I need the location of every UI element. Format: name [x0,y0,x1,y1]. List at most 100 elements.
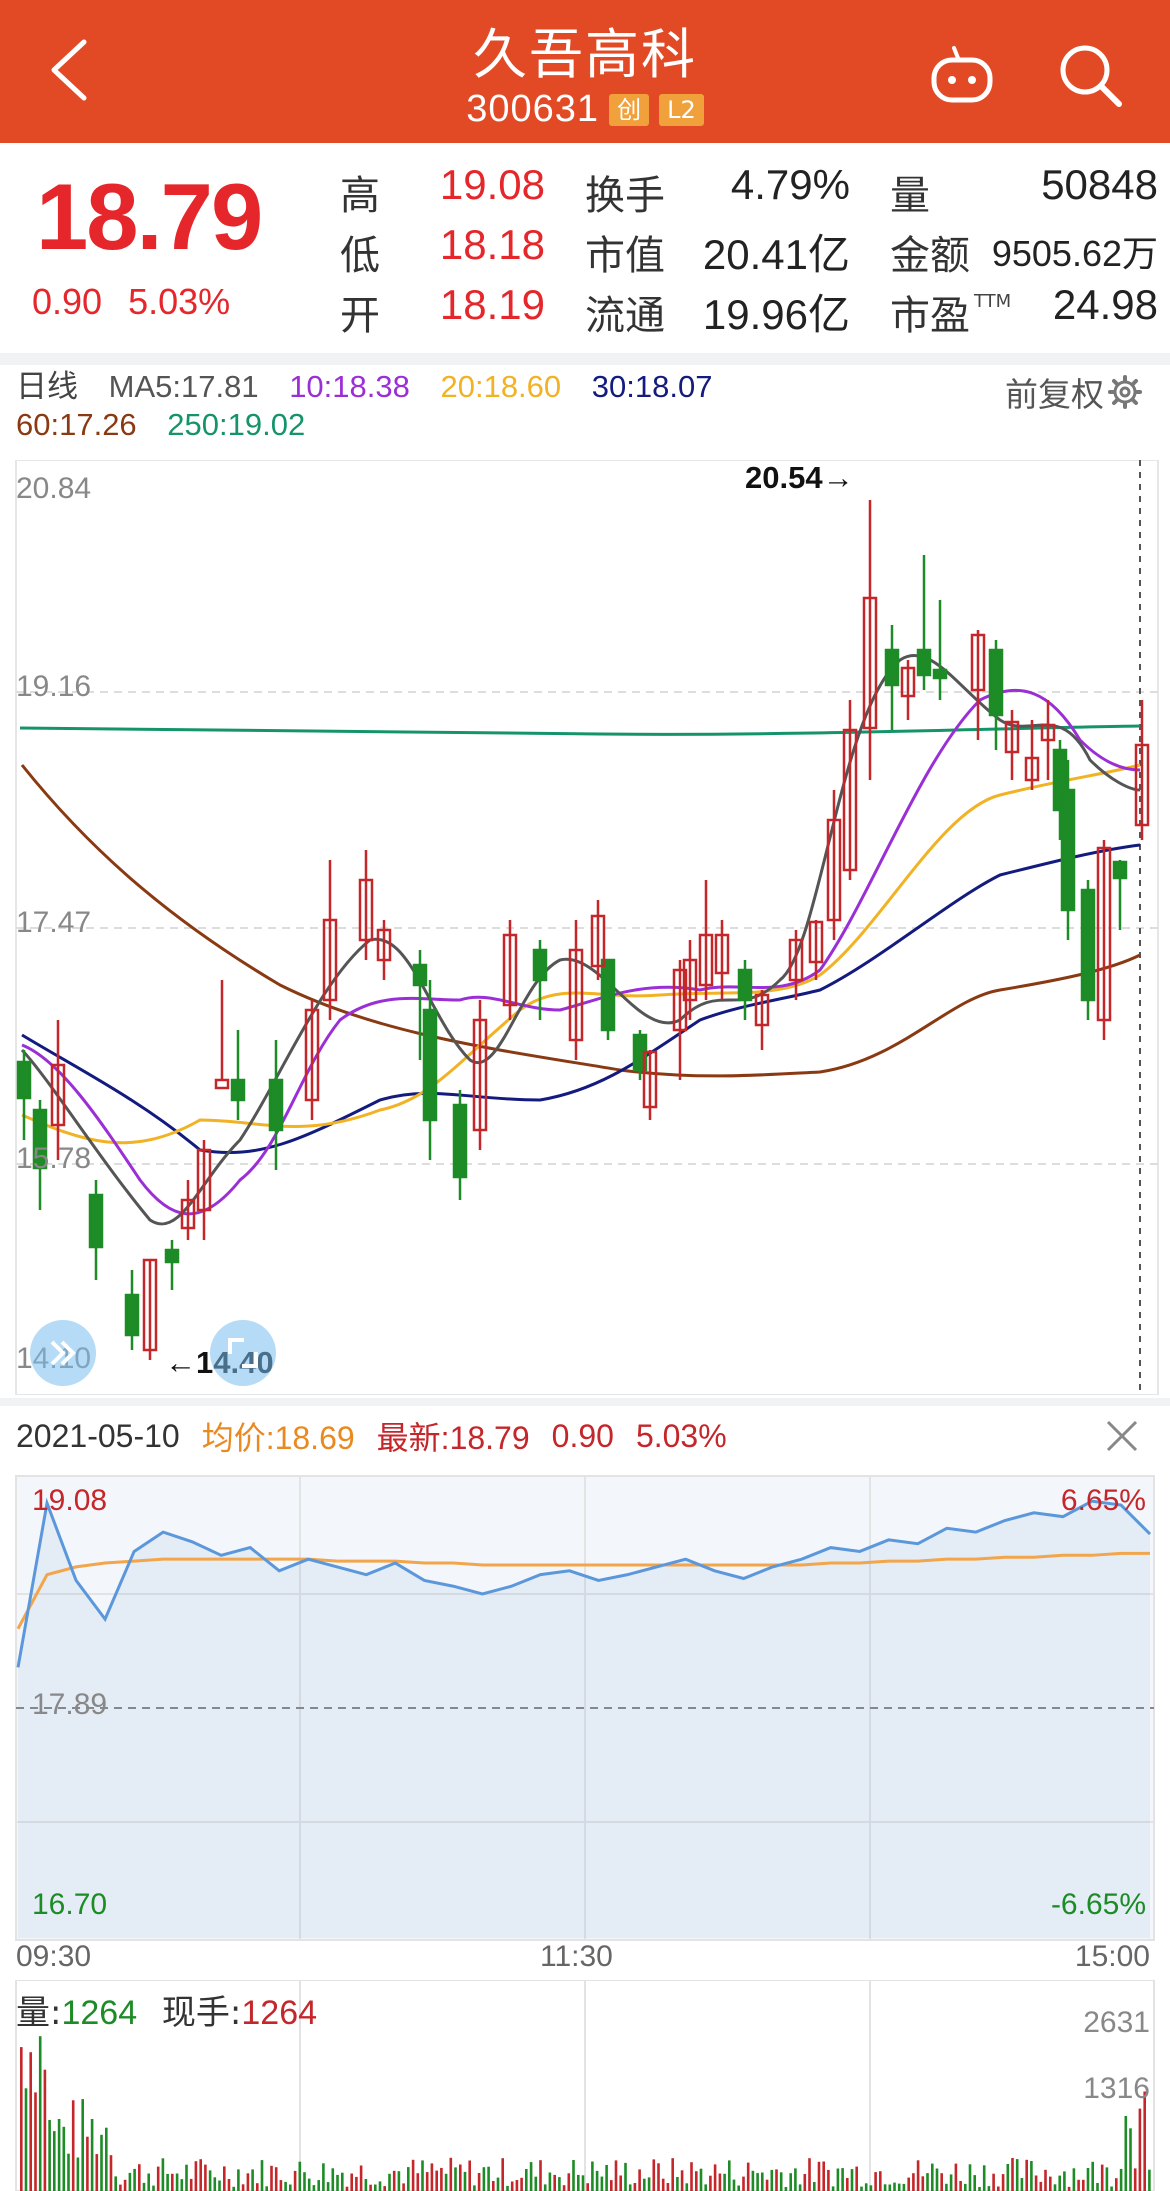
volume-bar [742,2176,745,2191]
volume-bar [1086,2168,1090,2191]
chinext-tag: 创 [609,93,650,126]
volume-bar [477,2173,481,2191]
volume-bar [695,2171,698,2191]
close-icon[interactable] [1104,1418,1140,1454]
volume-header: 量:1264 现手:1264 [16,1985,317,2034]
volume-bar [194,2161,198,2191]
time-open: 09:30 [16,1940,92,1973]
volume-bar [430,2163,434,2191]
amount-value: 9505.62万 [991,233,1158,274]
volume-bar [643,2178,646,2191]
volume-bar [897,2183,901,2191]
change-percent: 5.03% [128,281,231,322]
volume-bar [454,2167,457,2191]
y-tick-2: 19.16 [16,670,92,703]
quote-panel: 18.79 0.90 5.03% 高 19.08 换手 4.79% 量 5084… [0,143,1170,353]
volume-bars [20,2036,1151,2191]
market-cap-label: 市值 [585,233,665,279]
volume-bar [813,2182,816,2191]
volume-bar [1119,2168,1123,2191]
volume-bar [1143,2091,1146,2191]
volume-bar [38,2036,42,2191]
volume-bar [841,2168,844,2191]
volume-bar [751,2170,755,2191]
volume-bar [572,2160,575,2191]
double-chevron-icon [50,1340,76,1366]
float-cap-value: 19.96亿 [702,291,850,338]
volume-bar [147,2173,150,2191]
section-divider [0,353,1170,365]
kline-chart[interactable]: 20.84 19.16 17.47 15.78 14.10 20.54→ ←14… [0,460,1170,1395]
volume-bar [633,2183,637,2191]
volume-label: 量 [890,173,930,219]
volume-bar [709,2175,712,2191]
volume-chart[interactable]: 2631 1316 [0,1979,1170,2191]
ma10-label: 10:18.38 [289,369,410,404]
volume-bar [369,2184,372,2191]
volume-bar [71,2100,75,2191]
volume-bar [1025,2159,1028,2191]
volume-bar [161,2158,165,2191]
robot-assistant-icon[interactable] [928,40,996,110]
volume-bar [931,2163,934,2191]
volume-bar [303,2172,306,2191]
latest-change: 0.90 [551,1417,614,1454]
volume-bar [180,2179,184,2191]
volume-bar [605,2165,608,2191]
volume-bar [1001,2174,1005,2191]
adjust-button[interactable]: 前复权 [1005,368,1142,416]
period-label[interactable]: 日线 [16,369,78,405]
expand-arrows-button[interactable] [30,1320,96,1386]
volume-bar [1011,2158,1014,2191]
volume-bar [487,2166,490,2191]
volume-bar [1058,2175,1061,2191]
volume-bar [256,2183,259,2191]
market-cap-value: 20.41亿 [702,231,850,278]
volume-bar [345,2186,349,2191]
volume-bar [402,2183,405,2191]
volume-bar [67,2153,70,2191]
volume-bar [492,2181,495,2191]
volume-bar [48,2120,51,2191]
volume-bar [515,2180,519,2191]
volume-bar [208,2170,212,2191]
volume-bar [666,2183,670,2191]
volume-bar [34,2092,37,2191]
volume-bar [1063,2171,1066,2191]
volume-bar [737,2185,740,2191]
volume-bar [803,2174,807,2191]
kline-svg[interactable] [0,460,1170,1395]
intraday-svg[interactable] [0,1470,1170,1945]
fullscreen-button[interactable] [210,1320,276,1386]
ma5-label: MA5:17.81 [108,369,259,404]
gear-icon[interactable] [1108,375,1142,409]
volume-bar [1091,2161,1094,2191]
volume-max: 2631 [1083,2006,1150,2039]
volume-bar [341,2172,344,2191]
volume-bar [869,2185,873,2191]
volume-bar [1115,2178,1118,2191]
volume-bar [364,2179,368,2191]
volume-bar [713,2164,717,2191]
back-icon[interactable] [40,30,100,110]
volume-bar [567,2173,571,2191]
volume-bar [1110,2186,1113,2191]
volume-bar [879,2171,882,2191]
volume-bar [473,2185,476,2191]
price-area [18,1501,1150,1938]
intraday-chart[interactable]: 19.08 6.65% 17.89 16.70 -6.65% [0,1470,1170,1945]
volume-bar [728,2160,731,2191]
price-line [16,1497,1152,1668]
stock-code: 300631 [466,88,600,130]
volume-bar [289,2184,292,2191]
volume-bar [784,2187,788,2191]
volume-bar [732,2179,736,2191]
volume-bar [761,2172,764,2191]
search-icon[interactable] [1055,40,1125,110]
volume-bar [770,2169,774,2191]
volume-bar [468,2160,471,2191]
volume-bar [142,2182,146,2191]
level2-tag: L2 [659,93,704,126]
volume-bar [317,2180,320,2191]
volume-bar [416,2173,420,2191]
